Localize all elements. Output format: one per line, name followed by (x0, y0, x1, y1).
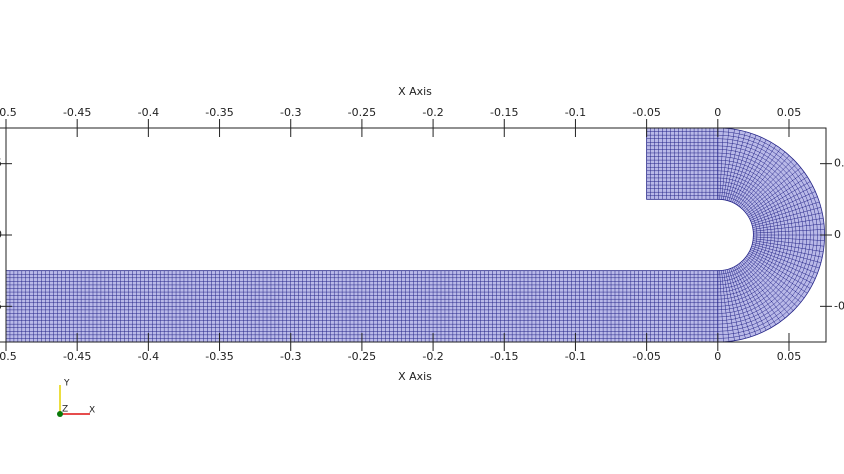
mesh-lines (6, 270, 718, 342)
z-axis-dot (57, 411, 63, 417)
x-tick-label: -0.05 (632, 106, 660, 119)
z-axis-label: Z (62, 405, 68, 415)
x-tick-label: -0.1 (565, 106, 586, 119)
x-tick-label: -0.35 (205, 350, 233, 363)
x-tick-label: -0.45 (63, 350, 91, 363)
x-tick-label: -0.4 (138, 350, 159, 363)
y-tick-label: 0.05 (0, 157, 2, 170)
y-tick-label: 0.05 (834, 157, 844, 170)
x-axis-label: X (89, 406, 95, 416)
mesh-lines (646, 128, 718, 200)
x-tick-label: -0.25 (348, 350, 376, 363)
x-axis-title: X Axis (398, 85, 432, 98)
x-tick-label: -0.4 (138, 106, 159, 119)
x-tick-label: -0.05 (632, 350, 660, 363)
mesh (5, 127, 825, 343)
x-tick-label: -0.3 (280, 350, 301, 363)
x-tick-label: -0.3 (280, 106, 301, 119)
x-tick-label: -0.15 (490, 350, 518, 363)
x-tick-label: 0 (714, 350, 721, 363)
y-axis-label: Y (63, 379, 70, 389)
x-tick-label: -0.2 (422, 350, 443, 363)
x-tick-label: -0.1 (565, 350, 586, 363)
x-tick-label: -0.45 (63, 106, 91, 119)
x-tick-label: 0.05 (777, 350, 802, 363)
y-tick-label: 0 (0, 228, 2, 241)
x-tick-label: -0.5 (0, 350, 17, 363)
x-tick-label: -0.35 (205, 106, 233, 119)
x-axis-title: X Axis (398, 370, 432, 383)
orientation-axes: Y X Z (57, 379, 95, 417)
x-tick-label: -0.5 (0, 106, 17, 119)
mesh-lines (717, 128, 825, 342)
y-tick-label: 0 (834, 228, 841, 241)
x-tick-label: 0 (714, 106, 721, 119)
x-tick-label: -0.25 (348, 106, 376, 119)
x-tick-label: -0.2 (422, 106, 443, 119)
y-tick-label: -0.05 (0, 299, 2, 312)
x-tick-label: -0.15 (490, 106, 518, 119)
x-tick-label: 0.05 (777, 106, 802, 119)
y-tick-label: -0.05 (834, 299, 844, 312)
